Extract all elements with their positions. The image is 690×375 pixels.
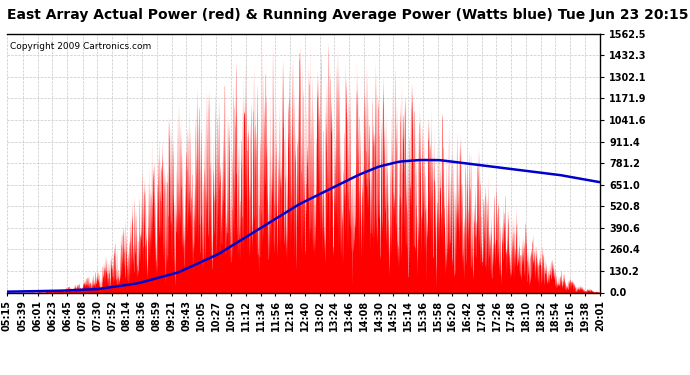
Text: East Array Actual Power (red) & Running Average Power (Watts blue) Tue Jun 23 20: East Array Actual Power (red) & Running … bbox=[7, 8, 689, 21]
Text: Copyright 2009 Cartronics.com: Copyright 2009 Cartronics.com bbox=[10, 42, 151, 51]
